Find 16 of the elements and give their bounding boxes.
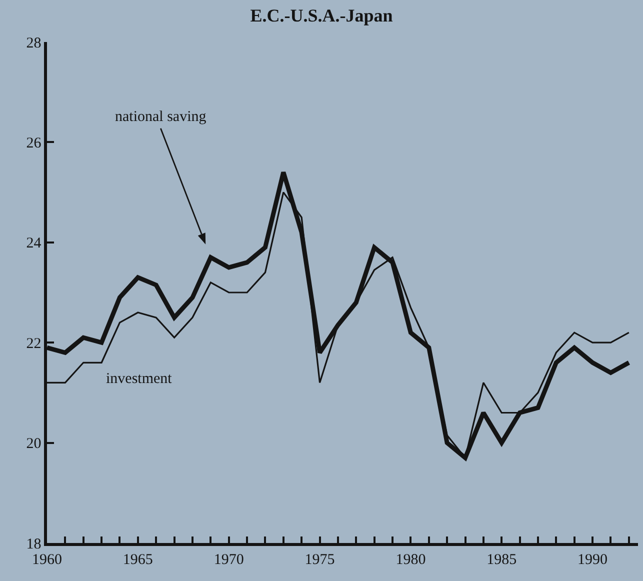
x-tick-label: 1990	[578, 552, 608, 568]
x-tick-label: 1980	[396, 552, 426, 568]
x-tick-label: 1970	[214, 552, 244, 568]
y-tick-label: 22	[26, 336, 42, 352]
x-tick-label: 1975	[304, 552, 335, 568]
y-tick-label: 28	[26, 35, 42, 52]
y-tick-label: 26	[26, 135, 42, 152]
y-tick-label: 24	[26, 236, 42, 252]
y-tick-label: 20	[26, 436, 42, 452]
series-label: investment	[106, 371, 173, 387]
y-tick-label: 18	[26, 536, 42, 552]
x-tick-label: 1960	[32, 552, 62, 568]
text: national saving	[115, 109, 207, 125]
x-tick-label: 1985	[486, 552, 517, 568]
chart-title: E.C.-U.S.A.-Japan	[250, 5, 393, 26]
x-tick-label: 1965	[122, 552, 153, 568]
